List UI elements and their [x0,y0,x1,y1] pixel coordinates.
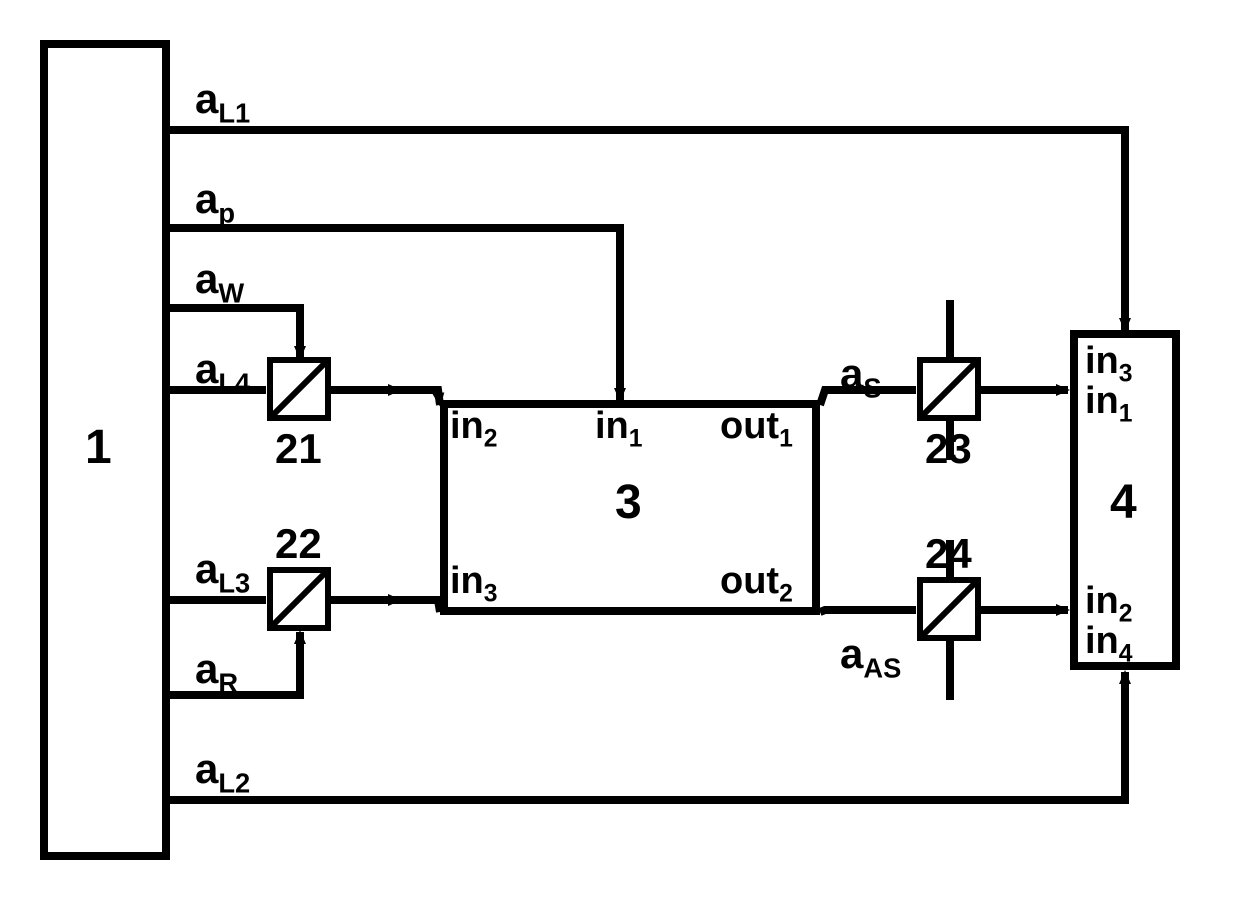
beamsplitter-23 [920,360,978,418]
signal-aW: aW [195,255,244,309]
signal-aR: aR [195,645,238,699]
beamsplitter-21 [270,360,328,418]
bs23-label: 23 [925,425,972,473]
wire-bs21-block3 [328,390,440,405]
signal-aL3: aL3 [195,545,250,599]
bs24-label: 24 [925,530,972,578]
signal-aAS: aAS [840,630,901,684]
block3-in3-label: in3 [450,560,498,609]
diagram-canvas: 1 3 4 in2 in1 out1 in3 out2 in3 in1 in2 … [0,0,1240,919]
wire-aL2 [170,672,1125,800]
beamsplitter-24 [920,580,978,638]
signal-aL2: aL2 [195,745,250,799]
block-4-label: 4 [1110,475,1137,530]
bs22-label: 22 [275,520,322,568]
block3-out1-label: out1 [720,405,793,454]
block4-in1-label: in1 [1085,380,1133,429]
block3-in2-label: in2 [450,405,498,454]
wire-block3-bs24 [820,610,916,612]
signal-ap: ap [195,175,235,229]
block4-in4-label: in4 [1085,620,1133,669]
wire-bs22-block3 [328,600,440,612]
block3-in1-label: in1 [595,405,643,454]
bs21-label: 21 [275,425,322,473]
wire-aL1 [170,130,1125,330]
signal-aL4: aL4 [195,345,250,399]
signal-aL1: aL1 [195,75,250,129]
block3-out2-label: out2 [720,560,793,609]
beamsplitter-22 [270,570,328,628]
block-1-label: 1 [85,420,112,475]
block-3-label: 3 [615,475,642,530]
signal-aS: aS [840,350,882,404]
